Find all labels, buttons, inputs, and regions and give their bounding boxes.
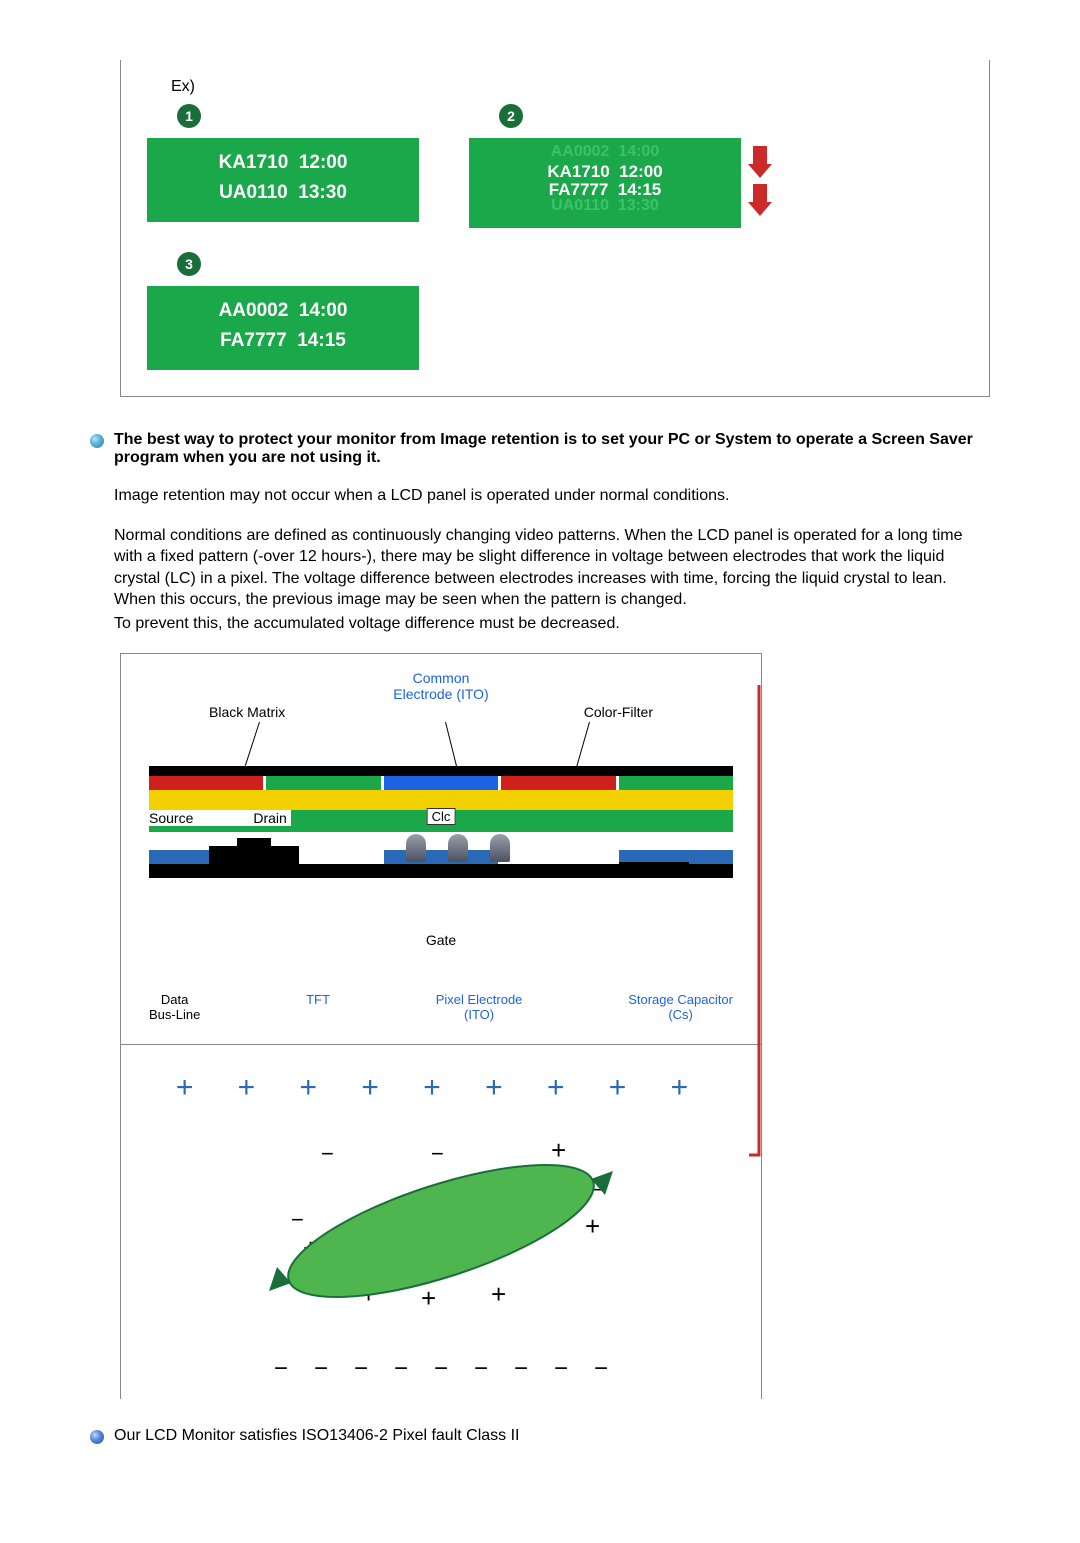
- bullet-icon: [90, 1430, 104, 1444]
- bullet-screensaver-text: The best way to protect your monitor fro…: [114, 431, 990, 467]
- clc-label: Clc: [427, 808, 456, 825]
- example-label: Ex): [147, 78, 963, 96]
- top-label-row: Black Matrix Color-Filter: [149, 704, 733, 720]
- lc-ellipse-svg: − − + − − + + + + + + −: [231, 1105, 651, 1345]
- page: Ex) 1 KA1710 12:00 UA0110 13:30 2 AA0002…: [0, 0, 1080, 1543]
- svg-text:+: +: [585, 1211, 600, 1241]
- example-panel-2: 2 AA0002 14:00 KA1710 12:00 FA7777 14:15…: [469, 104, 741, 228]
- example-panel-3: 3 AA0002 14:00 FA7777 14:15: [147, 252, 419, 370]
- example-row-top: 1 KA1710 12:00 UA0110 13:30 2 AA0002 14:…: [147, 104, 963, 228]
- panel-2-faint-bot: UA0110 13:30: [485, 198, 725, 215]
- data-bus-label: Data Bus-Line: [149, 992, 200, 1022]
- panel-badge-2: 2: [499, 104, 523, 128]
- source-label: Source: [149, 810, 193, 826]
- example-row-bottom: 3 AA0002 14:00 FA7777 14:15: [147, 252, 963, 370]
- panel-1-line-2: UA0110 13:30: [163, 182, 403, 204]
- layer-black-matrix: [149, 766, 733, 776]
- panel-box-3: AA0002 14:00 FA7777 14:15: [147, 286, 419, 370]
- layer-common-electrode: [149, 790, 733, 810]
- source-drain-labels: Source Drain: [145, 810, 291, 826]
- bullet-iso: Our LCD Monitor satisfies ISO13406-2 Pix…: [90, 1427, 990, 1445]
- tft-shape: [199, 846, 309, 876]
- svg-text:+: +: [491, 1279, 506, 1309]
- arrow-down-icon: [753, 146, 767, 166]
- common-electrode-label: Common Electrode (ITO): [149, 670, 733, 702]
- bullet-screensaver: The best way to protect your monitor fro…: [90, 431, 990, 467]
- panel-badge-3: 3: [177, 252, 201, 276]
- plus-row: + + + + + + + + +: [149, 1071, 733, 1105]
- panel-badge-1: 1: [177, 104, 201, 128]
- panel-2-stack: AA0002 14:00 KA1710 12:00 FA7777 14:15 U…: [485, 150, 725, 212]
- panel-box-2: AA0002 14:00 KA1710 12:00 FA7777 14:15 U…: [469, 138, 741, 228]
- panel-3-line-1: AA0002 14:00: [163, 300, 403, 322]
- svg-text:−: −: [431, 1141, 444, 1166]
- example-panel-1: 1 KA1710 12:00 UA0110 13:30: [147, 104, 419, 228]
- tft-label: TFT: [306, 992, 330, 1022]
- gate-label: Gate: [149, 932, 733, 948]
- voltage-diagram: + + + + + + + + + − − + − − + + + + + + …: [121, 1044, 761, 1399]
- bottom-labels: Data Bus-Line TFT Pixel Electrode (ITO) …: [149, 992, 733, 1022]
- bullet-iso-text: Our LCD Monitor satisfies ISO13406-2 Pix…: [114, 1427, 990, 1445]
- layer-color-filter: [149, 776, 733, 790]
- panel-2-overlay-1: KA1710 12:00: [485, 162, 725, 182]
- svg-text:+: +: [421, 1283, 436, 1313]
- svg-text:+: +: [551, 1135, 566, 1165]
- bullet-icon: [90, 434, 104, 448]
- arrow-down-icon: [753, 184, 767, 204]
- layer-stack: Source Drain Clc: [149, 766, 733, 906]
- paragraph-1: Image retention may not occur when a LCD…: [114, 485, 990, 507]
- lcd-diagram-frame: Common Electrode (ITO) Black Matrix Colo…: [120, 653, 762, 1399]
- lcd-cross-section: Common Electrode (ITO) Black Matrix Colo…: [121, 654, 761, 1044]
- lc-bumps: [406, 834, 510, 862]
- pixel-electrode-label: Pixel Electrode (ITO): [436, 992, 523, 1022]
- panel-box-1: KA1710 12:00 UA0110 13:30: [147, 138, 419, 222]
- storage-cap-label: Storage Capacitor (Cs): [628, 992, 733, 1022]
- svg-text:−: −: [321, 1141, 334, 1166]
- svg-text:−: −: [291, 1207, 304, 1232]
- red-connector-line: [749, 685, 769, 1175]
- storage-cap-shape: [619, 862, 689, 876]
- paragraph-3: To prevent this, the accumulated voltage…: [114, 613, 990, 635]
- pointer-lines-top: [149, 722, 733, 766]
- dash-row: −−−−−−−−−: [121, 1355, 761, 1383]
- example-frame: Ex) 1 KA1710 12:00 UA0110 13:30 2 AA0002…: [120, 60, 990, 397]
- panel-2-arrows: [753, 146, 767, 204]
- color-filter-label: Color-Filter: [584, 704, 653, 720]
- paragraph-2: Normal conditions are defined as continu…: [114, 525, 990, 611]
- black-matrix-label: Black Matrix: [209, 704, 285, 720]
- panel-3-line-2: FA7777 14:15: [163, 330, 403, 352]
- panel-1-line-1: KA1710 12:00: [163, 152, 403, 174]
- drain-label: Drain: [253, 810, 286, 826]
- panel-2-faint-top: AA0002 14:00: [485, 144, 725, 161]
